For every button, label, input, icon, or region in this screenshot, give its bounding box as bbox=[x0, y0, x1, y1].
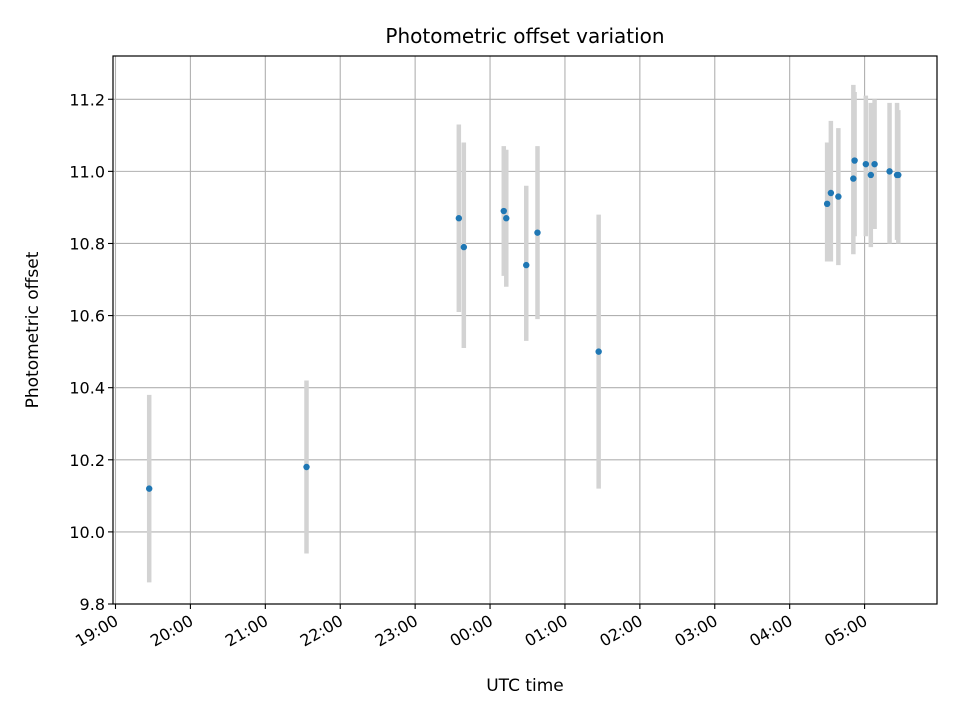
data-point bbox=[895, 171, 902, 179]
data-point bbox=[503, 215, 510, 222]
y-tick-label: 10.8 bbox=[69, 234, 105, 253]
data-point bbox=[871, 160, 878, 168]
data-point bbox=[850, 175, 857, 182]
y-tick-label: 11.0 bbox=[69, 162, 105, 181]
y-axis-title: Photometric offset bbox=[23, 251, 43, 408]
data-point bbox=[146, 485, 153, 492]
x-axis-title: UTC time bbox=[486, 676, 564, 696]
y-tick-label: 9.8 bbox=[80, 595, 105, 614]
y-tick-label: 10.0 bbox=[69, 523, 105, 542]
data-point bbox=[523, 261, 530, 269]
data-point bbox=[835, 193, 842, 200]
data-point bbox=[862, 160, 870, 168]
data-point bbox=[460, 243, 468, 251]
y-tick-label: 11.2 bbox=[69, 90, 105, 109]
y-tick-label: 10.2 bbox=[69, 451, 105, 470]
data-point bbox=[303, 463, 310, 471]
data-point bbox=[500, 207, 507, 215]
data-points bbox=[146, 157, 902, 492]
y-tick-label: 10.4 bbox=[69, 379, 105, 398]
y-tick-label: 10.6 bbox=[69, 307, 105, 326]
data-point bbox=[867, 171, 875, 179]
data-point bbox=[595, 348, 602, 355]
data-point bbox=[455, 215, 463, 222]
data-point bbox=[823, 200, 831, 208]
plot-frame bbox=[112, 55, 938, 605]
data-point bbox=[886, 168, 893, 175]
chart-title: Photometric offset variation bbox=[385, 24, 664, 48]
data-point bbox=[827, 189, 835, 197]
data-point bbox=[534, 229, 541, 236]
data-point bbox=[851, 157, 858, 164]
y-axis: 9.8 10.0 10.2 10.4 10.6 10.8 11.0 11.2 bbox=[69, 90, 113, 614]
